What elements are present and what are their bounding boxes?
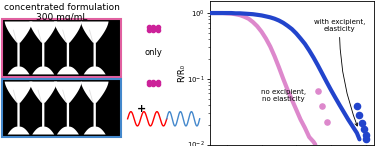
Polygon shape (81, 21, 108, 74)
Text: +: + (136, 104, 146, 114)
Bar (2, 79, 121, 137)
Point (315, 90, 321, 92)
Point (356, 114, 363, 116)
Bar (2, 19, 121, 77)
Polygon shape (29, 21, 57, 74)
Polygon shape (29, 82, 57, 134)
Y-axis label: R/R₀: R/R₀ (177, 64, 186, 82)
Point (363, 134, 369, 136)
Polygon shape (81, 82, 108, 134)
Point (319, 105, 325, 108)
Polygon shape (54, 82, 82, 134)
Polygon shape (54, 21, 82, 74)
Polygon shape (5, 82, 33, 134)
Text: no excipient,
no elasticity: no excipient, no elasticity (261, 89, 306, 102)
Point (354, 105, 360, 108)
Text: with excipient,
elasticity: with excipient, elasticity (314, 19, 365, 126)
Text: concentrated formulation
300 mg/mL: concentrated formulation 300 mg/mL (4, 3, 120, 22)
Point (359, 122, 365, 125)
Point (324, 121, 330, 123)
Polygon shape (5, 21, 33, 74)
Text: only: only (144, 48, 162, 58)
Point (363, 138, 369, 140)
Point (361, 128, 367, 131)
